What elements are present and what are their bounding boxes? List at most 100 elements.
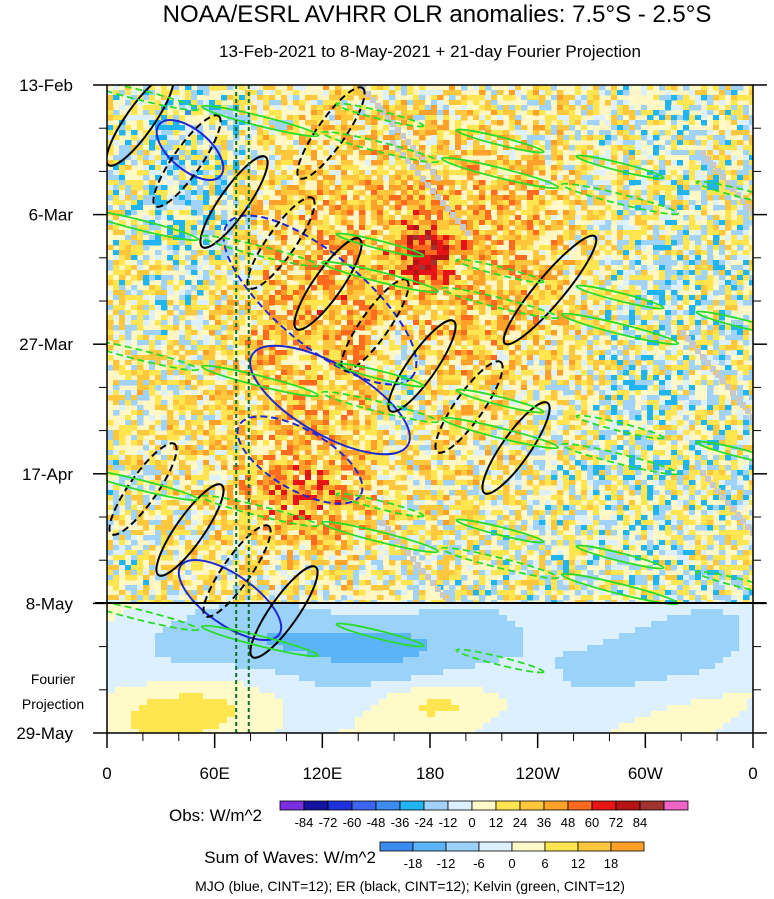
heatmap-cell <box>395 180 402 186</box>
heatmap-cell <box>635 220 642 226</box>
heatmap-cell <box>431 110 438 116</box>
heatmap-cell <box>311 245 318 251</box>
heatmap-cell <box>293 315 300 321</box>
heatmap-cell <box>431 330 438 336</box>
heatmap-cell <box>317 180 324 186</box>
heatmap-cell <box>641 120 648 126</box>
heatmap-cell <box>443 115 450 121</box>
heatmap-cell <box>413 140 420 146</box>
heatmap-cell <box>161 135 168 141</box>
heatmap-cell <box>623 190 630 196</box>
heatmap-cell <box>131 230 138 236</box>
heatmap-cell <box>293 115 300 121</box>
heatmap-cell <box>347 180 354 186</box>
heatmap-cell <box>371 190 378 196</box>
heatmap-cell <box>641 160 648 166</box>
heatmap-cell <box>539 345 546 351</box>
heatmap-cell <box>149 295 156 301</box>
heatmap-cell <box>203 190 210 196</box>
heatmap-cell <box>269 170 276 176</box>
heatmap-cell <box>413 100 420 106</box>
heatmap-cell <box>641 285 648 291</box>
heatmap-cell <box>467 250 474 256</box>
heatmap-cell <box>359 170 366 176</box>
heatmap-cell <box>551 275 558 281</box>
heatmap-cell <box>521 200 528 206</box>
heatmap-cell <box>227 95 234 101</box>
heatmap-cell <box>425 250 432 256</box>
heatmap-cell <box>191 170 198 176</box>
heatmap-cell <box>689 200 696 206</box>
heatmap-cell <box>107 320 114 326</box>
heatmap-cell <box>329 295 336 301</box>
heatmap-cell <box>413 215 420 221</box>
heatmap-cell <box>191 255 198 261</box>
heatmap-cell <box>503 305 510 311</box>
heatmap-cell <box>521 280 528 286</box>
heatmap-cell <box>119 190 126 196</box>
heatmap-cell <box>377 345 384 351</box>
heatmap-cell <box>329 325 336 331</box>
heatmap-cell <box>587 280 594 286</box>
heatmap-cell <box>209 360 216 366</box>
heatmap-cell <box>353 165 360 171</box>
heatmap-cell <box>437 155 444 161</box>
heatmap-cell <box>521 165 528 171</box>
heatmap-cell <box>437 105 444 111</box>
heatmap-cell <box>689 150 696 156</box>
heatmap-cell <box>551 215 558 221</box>
heatmap-cell <box>221 250 228 256</box>
heatmap-cell <box>359 255 366 261</box>
heatmap-cell <box>377 215 384 221</box>
heatmap-cell <box>395 135 402 141</box>
heatmap-cell <box>329 220 336 226</box>
heatmap-cell <box>431 135 438 141</box>
heatmap-cell <box>407 340 414 346</box>
heatmap-cell <box>515 325 522 331</box>
heatmap-cell <box>239 180 246 186</box>
heatmap-cell <box>725 140 732 146</box>
heatmap-cell <box>473 310 480 316</box>
heatmap-cell <box>353 145 360 151</box>
heatmap-cell <box>401 130 408 136</box>
heatmap-cell <box>347 285 354 291</box>
heatmap-cell <box>401 280 408 286</box>
heatmap-cell <box>599 355 606 361</box>
heatmap-cell <box>713 185 720 191</box>
heatmap-cell <box>449 330 456 336</box>
heatmap-cell <box>593 215 600 221</box>
heatmap-cell <box>173 165 180 171</box>
heatmap-cell <box>293 350 300 356</box>
heatmap-cell <box>707 145 714 151</box>
heatmap-cell <box>419 135 426 141</box>
heatmap-cell <box>725 170 732 176</box>
heatmap-cell <box>413 350 420 356</box>
heatmap-cell <box>461 240 468 246</box>
heatmap-cell <box>635 145 642 151</box>
heatmap-cell <box>737 280 744 286</box>
heatmap-cell <box>563 310 570 316</box>
heatmap-cell <box>257 135 264 141</box>
heatmap-cell <box>437 355 444 361</box>
heatmap-cell <box>635 140 642 146</box>
heatmap-cell <box>203 170 210 176</box>
heatmap-cell <box>677 105 684 111</box>
heatmap-cell <box>635 230 642 236</box>
heatmap-cell <box>419 245 426 251</box>
heatmap-cell <box>395 160 402 166</box>
heatmap-cell <box>587 175 594 181</box>
heatmap-cell <box>449 125 456 131</box>
heatmap-cell <box>239 335 246 341</box>
heatmap-cell <box>719 200 726 206</box>
heatmap-cell <box>293 275 300 281</box>
heatmap-cell <box>473 330 480 336</box>
heatmap-cell <box>497 120 504 126</box>
heatmap-cell <box>551 225 558 231</box>
heatmap-cell <box>647 120 654 126</box>
heatmap-cell <box>305 265 312 271</box>
heatmap-cell <box>509 350 516 356</box>
heatmap-cell <box>377 115 384 121</box>
heatmap-cell <box>695 230 702 236</box>
heatmap-cell <box>143 145 150 151</box>
heatmap-cell <box>389 130 396 136</box>
